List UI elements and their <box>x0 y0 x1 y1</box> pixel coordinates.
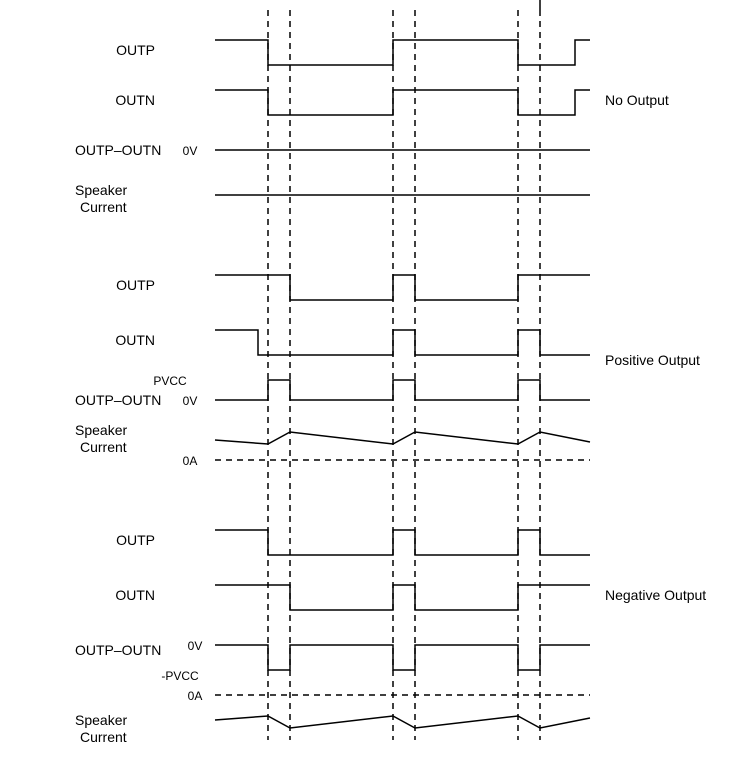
section-title: Positive Output <box>605 352 700 368</box>
row-label: 0A <box>188 689 203 703</box>
pos-current <box>215 432 590 444</box>
row-label: 0A <box>183 454 198 468</box>
pos-outp <box>215 275 590 300</box>
section-title: Negative Output <box>605 587 706 603</box>
pos-diff <box>215 380 590 400</box>
row-label: OUTP <box>116 277 155 293</box>
row-label: OUTP–OUTN <box>75 142 161 158</box>
row-label: OUTP <box>116 532 155 548</box>
row-label: OUTP–OUTN <box>75 642 161 658</box>
row-label: OUTN <box>115 92 155 108</box>
neg-current <box>215 716 590 728</box>
row-label: OUTN <box>115 332 155 348</box>
neg-outn <box>215 585 590 610</box>
row-label: Current <box>80 199 127 215</box>
row-label: Speaker <box>75 182 127 198</box>
no-output-outn <box>215 90 590 115</box>
no-output-outp <box>215 40 590 65</box>
row-label: -PVCC <box>161 669 199 683</box>
row-label: Speaker <box>75 422 127 438</box>
neg-diff <box>215 645 590 670</box>
pos-outn <box>215 330 590 355</box>
row-label: OUTP <box>116 42 155 58</box>
neg-outp <box>215 530 590 555</box>
timing-diagram: OUTPOUTNOUTP–OUTN0VSpeakerCurrentOUTPOUT… <box>0 0 745 758</box>
row-label: OUTN <box>115 587 155 603</box>
row-label: PVCC <box>153 374 187 388</box>
row-label: 0V <box>183 144 198 158</box>
row-label: Speaker <box>75 712 127 728</box>
row-label: Current <box>80 439 127 455</box>
row-label: OUTP–OUTN <box>75 392 161 408</box>
row-label: Current <box>80 729 127 745</box>
row-label: 0V <box>183 394 198 408</box>
row-label: 0V <box>188 639 203 653</box>
section-title: No Output <box>605 92 669 108</box>
